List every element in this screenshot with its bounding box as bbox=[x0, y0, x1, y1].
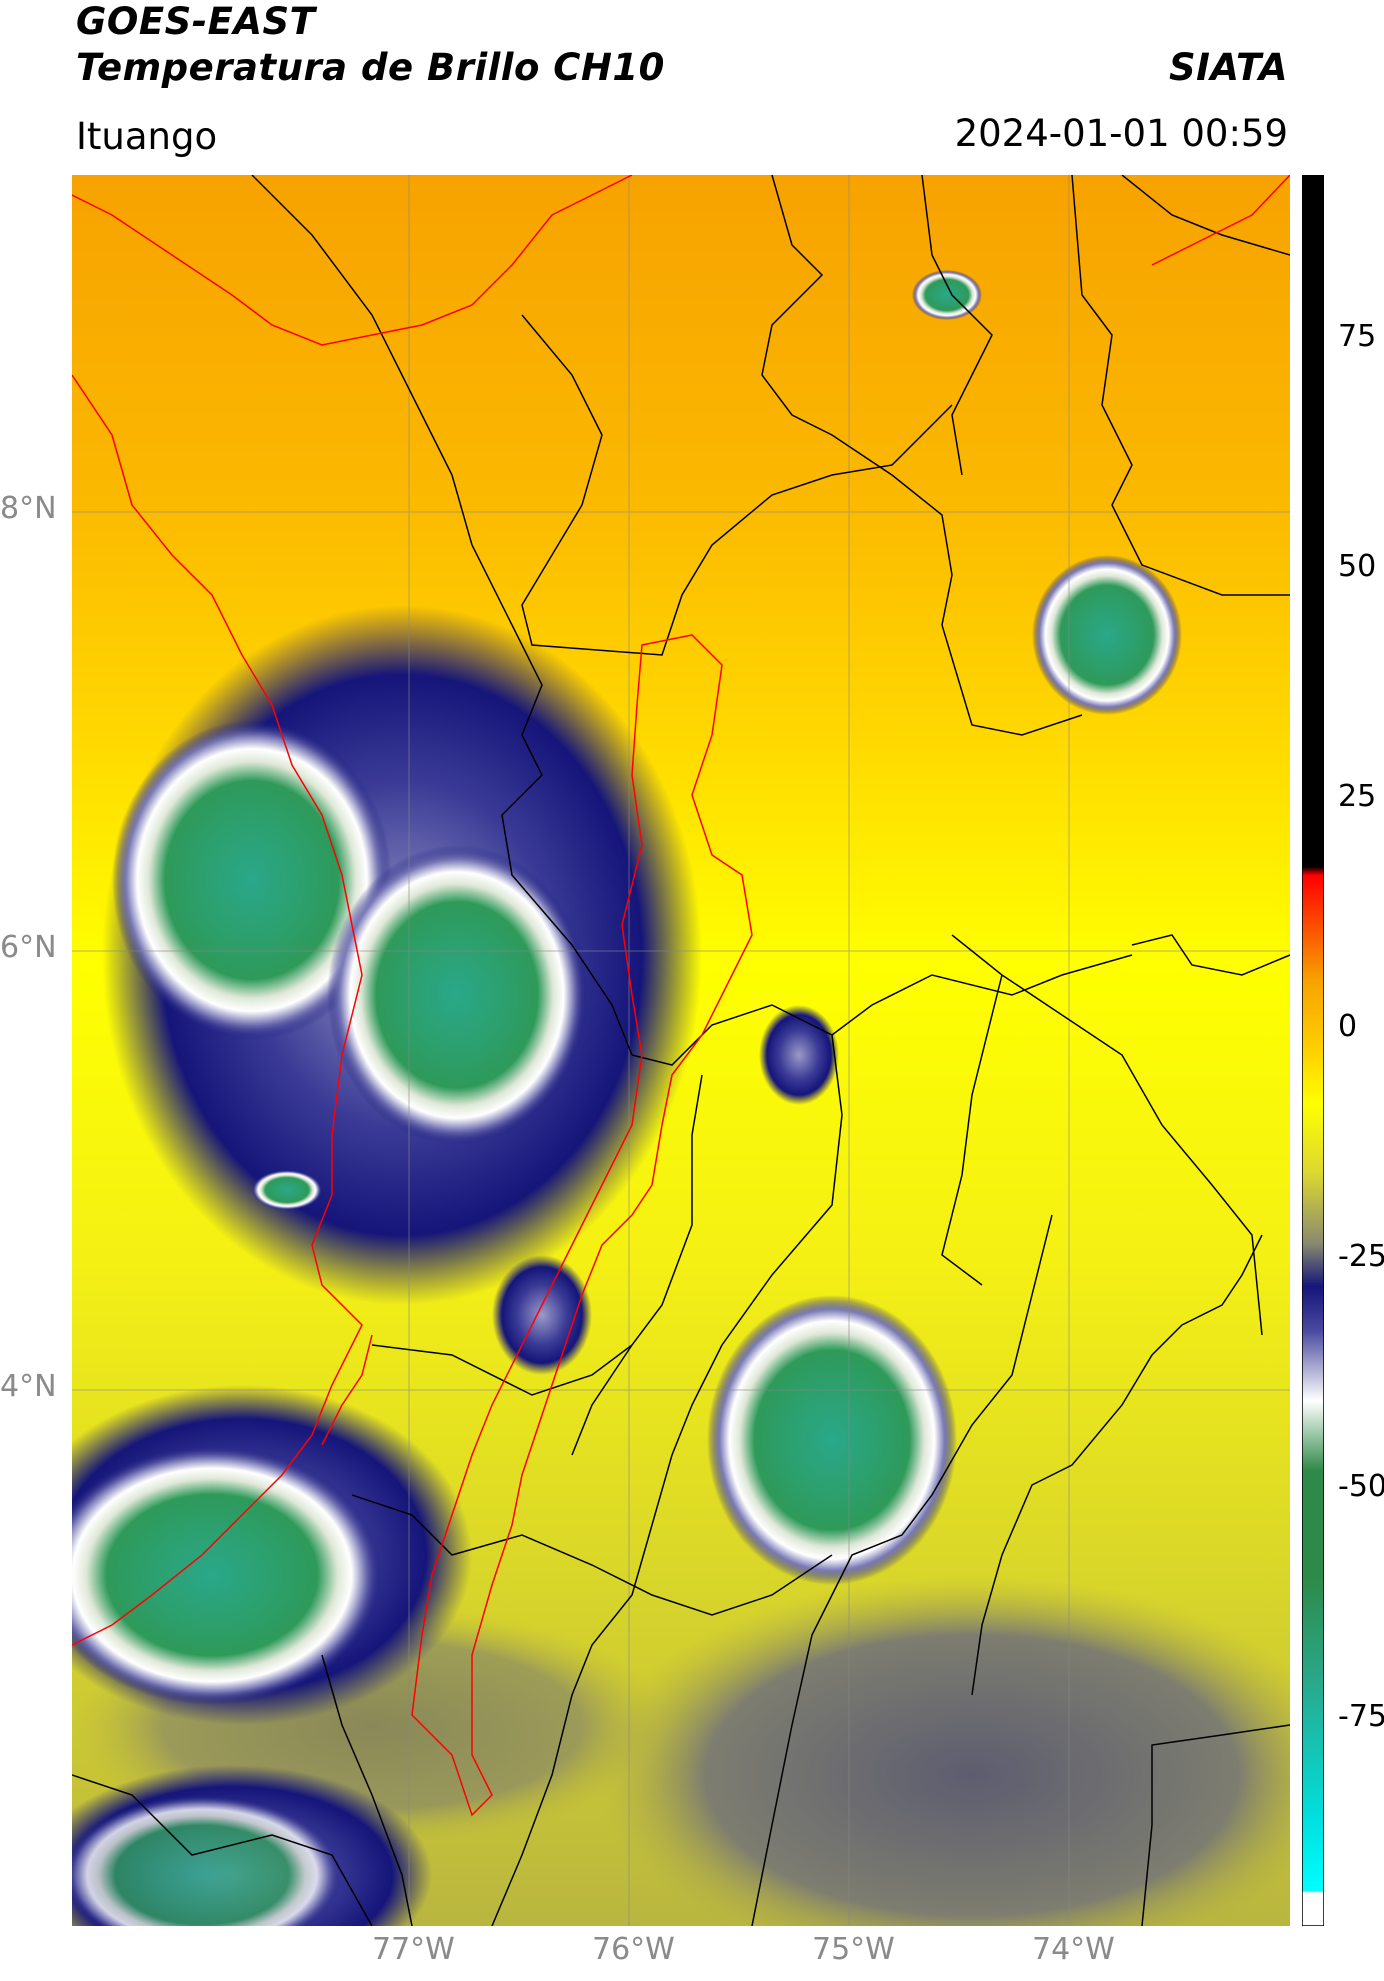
lon-label-77w: 77°W bbox=[372, 1932, 455, 1967]
colorbar-tick-50: 50 bbox=[1338, 549, 1377, 584]
colorbar-tick-0: 0 bbox=[1338, 1009, 1358, 1044]
brightness-temperature-map bbox=[72, 175, 1290, 1926]
datetime-label: 2024-01-01 00:59 bbox=[954, 112, 1288, 155]
colorbar-tick-75: 75 bbox=[1338, 319, 1377, 354]
colorbar-tick-minus25: -25 bbox=[1338, 1239, 1384, 1274]
lon-label-74w: 74°W bbox=[1032, 1932, 1115, 1967]
satellite-title: GOES-EAST bbox=[76, 0, 316, 43]
lat-label-4n: 4°N bbox=[0, 1369, 57, 1404]
colorbar-tick-minus50: -50 bbox=[1338, 1469, 1384, 1504]
location-label: Ituango bbox=[76, 115, 218, 158]
product-title: Temperatura de Brillo CH10 bbox=[76, 46, 665, 89]
lat-label-8n: 8°N bbox=[0, 491, 57, 526]
colorbar-tick-minus75: -75 bbox=[1338, 1699, 1384, 1734]
agency-label: SIATA bbox=[1168, 46, 1288, 89]
colorbar-tick-25: 25 bbox=[1338, 779, 1377, 814]
lon-label-76w: 76°W bbox=[592, 1932, 675, 1967]
lon-label-75w: 75°W bbox=[812, 1932, 895, 1967]
colorbar bbox=[1302, 175, 1324, 1926]
lat-label-6n: 6°N bbox=[0, 930, 57, 965]
